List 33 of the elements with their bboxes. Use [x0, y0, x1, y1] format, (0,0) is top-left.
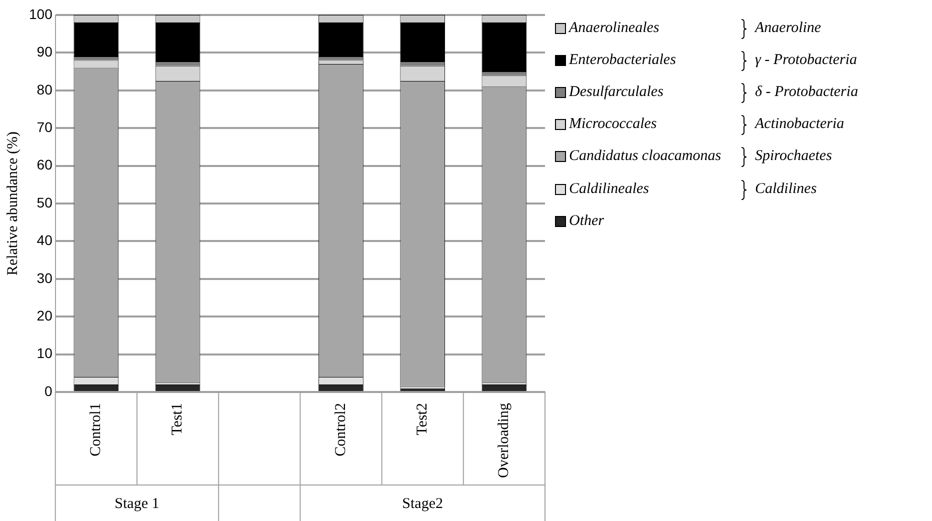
y-tick-label: 60	[36, 156, 53, 173]
x-tick-label: Control1	[88, 403, 104, 456]
y-tick-label: 100	[29, 6, 53, 22]
legend-label: Other	[569, 212, 604, 230]
bar	[318, 22, 364, 56]
y-tick-label: 90	[36, 44, 53, 60]
text: Actinobacteria	[755, 116, 844, 134]
y-tick-label: 0	[44, 382, 53, 399]
legend-label: Micrococcales	[569, 116, 657, 134]
text: Spirochaetes	[755, 148, 832, 166]
text: Caldilines	[755, 180, 817, 198]
legend-label: Enterobacteriales	[569, 52, 676, 69]
legend-label: Desulfarculales	[569, 84, 664, 101]
legend-label: Candidatus cloacamonas	[569, 148, 722, 166]
y-tick-label: 40	[36, 232, 53, 248]
x-tick-label: Test2	[414, 403, 431, 436]
legend-label: Caldilineales	[569, 180, 649, 198]
legend-label: Anaerolineales	[569, 20, 660, 37]
y-tick-label: 50	[36, 194, 53, 210]
y-tick-label: 30	[36, 270, 53, 286]
y-tick-label: 20	[36, 307, 53, 324]
text: δ - Protobacteria	[755, 84, 858, 101]
text: Stage 1	[114, 496, 160, 513]
x-tick-label: Overloading	[496, 402, 512, 478]
text: Anaeroline	[755, 20, 822, 37]
y-tick-label: 80	[36, 81, 53, 98]
text: Stage2	[401, 496, 444, 513]
y-tick-label: 70	[36, 118, 53, 135]
x-tick-label: Control2	[332, 403, 349, 456]
text: γ - Protobacteria	[755, 52, 858, 69]
y-tick-label: 10	[36, 345, 53, 362]
x-tick-label: Test1	[170, 403, 186, 436]
y-axis-title: Relative abundance (%)	[4, 131, 21, 276]
